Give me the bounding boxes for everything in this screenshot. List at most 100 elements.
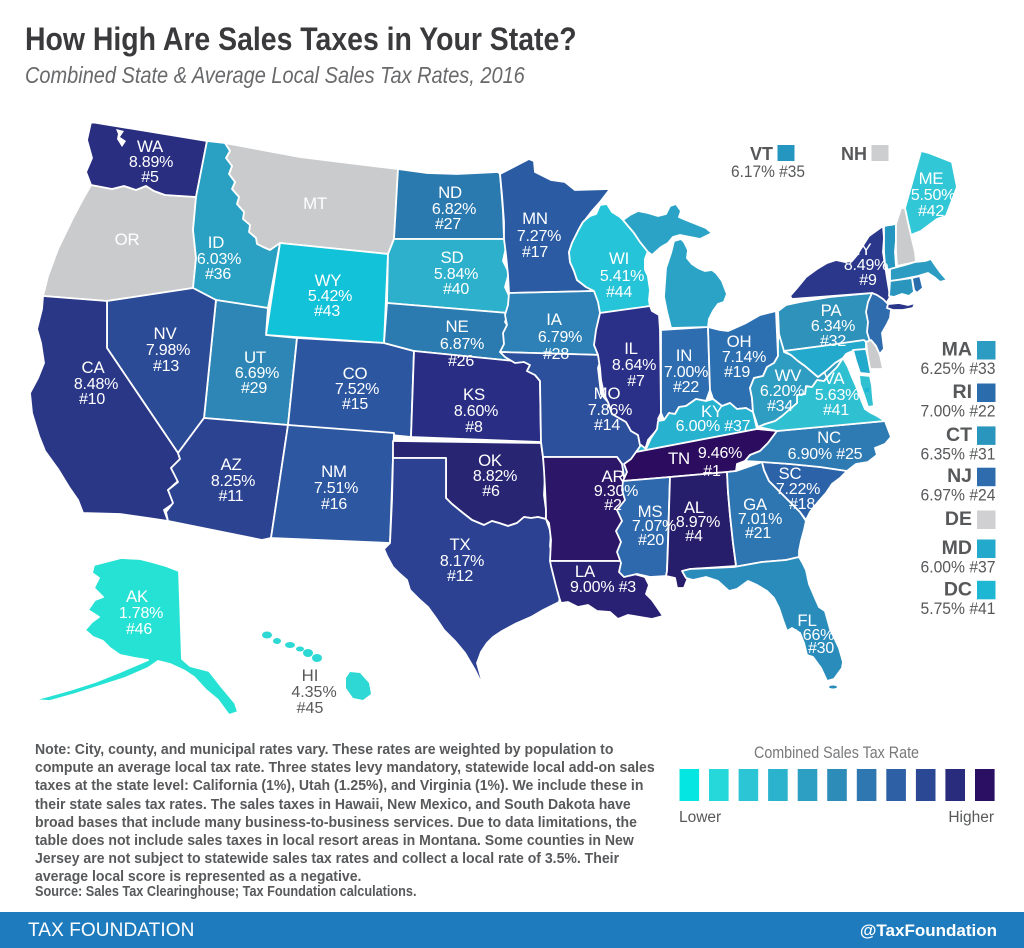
svg-text:7.00% #22: 7.00% #22 (921, 402, 996, 421)
svg-text:Combined Sales Tax Rate: Combined Sales Tax Rate (754, 743, 919, 762)
svg-text:SC: SC (779, 464, 802, 483)
svg-text:7.86%: 7.86% (588, 402, 632, 419)
svg-text:8.97%: 8.97% (676, 514, 720, 531)
svg-text:7.07%: 7.07% (632, 518, 676, 535)
svg-text:OH: OH (727, 332, 752, 351)
svg-text:#18: #18 (789, 496, 815, 513)
svg-text:ND: ND (438, 183, 462, 202)
svg-text:5.41%: 5.41% (600, 268, 644, 285)
svg-text:KY: KY (701, 402, 723, 421)
svg-text:#22: #22 (673, 379, 699, 396)
svg-text:7.52%: 7.52% (335, 381, 379, 398)
svg-text:#34: #34 (767, 398, 793, 415)
svg-text:8.49%: 8.49% (844, 257, 888, 274)
svg-text:#16: #16 (321, 496, 347, 513)
svg-text:7.00%: 7.00% (664, 364, 708, 381)
svg-text:1.78%: 1.78% (119, 605, 163, 622)
svg-text:NV: NV (154, 324, 178, 343)
svg-text:MO: MO (594, 384, 621, 403)
svg-text:4.35%: 4.35% (291, 684, 336, 701)
svg-text:6.69%: 6.69% (235, 365, 279, 382)
svg-text:Higher: Higher (948, 809, 994, 826)
svg-text:#13: #13 (153, 358, 179, 375)
svg-text:#4: #4 (685, 528, 703, 545)
svg-text:#20: #20 (638, 532, 664, 549)
svg-text:8.48%: 8.48% (74, 376, 118, 393)
svg-text:6.00% #37: 6.00% #37 (676, 418, 751, 435)
svg-text:#11: #11 (219, 488, 244, 505)
svg-text:NE: NE (446, 317, 469, 336)
svg-text:6.82%: 6.82% (432, 201, 476, 218)
svg-text:#36: #36 (205, 266, 231, 283)
svg-text:HI: HI (302, 666, 319, 685)
svg-text:6.79%: 6.79% (538, 329, 582, 346)
svg-text:ME: ME (919, 169, 944, 188)
svg-text:6.20%: 6.20% (760, 383, 804, 400)
svg-text:OR: OR (115, 230, 140, 249)
svg-text:#44: #44 (606, 284, 632, 301)
svg-text:VA: VA (824, 369, 846, 388)
svg-text:5.50%: 5.50% (911, 187, 955, 204)
svg-text:CA: CA (82, 358, 106, 377)
svg-text:OK: OK (478, 451, 502, 470)
svg-text:8.89%: 8.89% (129, 154, 173, 171)
svg-text:7.22%: 7.22% (776, 481, 820, 498)
svg-text:6.34%: 6.34% (811, 318, 855, 335)
svg-text:7.98%: 7.98% (146, 342, 190, 359)
svg-text:#8: #8 (465, 419, 483, 436)
svg-text:WI: WI (609, 249, 629, 268)
svg-text:8.25%: 8.25% (211, 473, 255, 490)
svg-text:#45: #45 (297, 700, 324, 717)
svg-text:7.27%: 7.27% (517, 228, 561, 245)
svg-text:5.42%: 5.42% (308, 288, 352, 305)
svg-text:#21: #21 (745, 525, 771, 542)
svg-text:#2: #2 (604, 497, 622, 514)
svg-text:MD: MD (942, 537, 972, 559)
svg-text:#5: #5 (141, 169, 159, 186)
svg-text:6.17% #35: 6.17% #35 (731, 162, 805, 181)
svg-text:6.97% #24: 6.97% #24 (921, 486, 996, 505)
svg-text:#7: #7 (627, 373, 645, 390)
svg-text:FL: FL (797, 611, 816, 630)
svg-text:TN: TN (668, 449, 690, 468)
svg-text:6.90% #25: 6.90% #25 (788, 446, 863, 463)
svg-text:5.75% #41: 5.75% #41 (921, 599, 996, 618)
svg-text:WY: WY (315, 271, 342, 290)
svg-text:#46: #46 (126, 621, 152, 638)
svg-text:#43: #43 (314, 303, 340, 320)
svg-text:#27: #27 (435, 216, 461, 233)
svg-text:7.51%: 7.51% (314, 480, 358, 497)
svg-text:CT: CT (946, 424, 972, 446)
svg-text:KS: KS (463, 385, 485, 404)
svg-text:6.87%: 6.87% (440, 336, 484, 353)
svg-text:NY: NY (849, 240, 872, 259)
svg-text:#17: #17 (522, 244, 548, 261)
svg-text:DE: DE (945, 508, 972, 530)
svg-text:6.00% #37: 6.00% #37 (921, 558, 996, 577)
svg-text:#1: #1 (703, 463, 721, 480)
svg-text:AK: AK (126, 587, 148, 606)
svg-text:IA: IA (546, 310, 562, 329)
svg-text:MS: MS (638, 502, 663, 521)
svg-text:LA: LA (575, 562, 596, 581)
svg-text:AR: AR (602, 467, 625, 486)
svg-text:GA: GA (743, 495, 768, 514)
svg-text:NM: NM (321, 462, 347, 481)
svg-text:#14: #14 (594, 417, 620, 434)
svg-text:TX: TX (449, 535, 470, 554)
svg-text:PA: PA (821, 301, 843, 320)
svg-text:5.84%: 5.84% (434, 266, 478, 283)
svg-text:#15: #15 (342, 396, 368, 413)
svg-text:9.30%: 9.30% (594, 483, 638, 500)
svg-text:IN: IN (676, 346, 692, 365)
svg-text:ID: ID (208, 233, 224, 252)
svg-text:NH: NH (841, 144, 867, 164)
svg-text:6.35% #31: 6.35% #31 (921, 444, 996, 463)
svg-text:#29: #29 (241, 380, 267, 397)
svg-text:7.01%: 7.01% (738, 511, 782, 528)
svg-text:MN: MN (522, 209, 548, 228)
svg-text:#41: #41 (823, 402, 849, 419)
svg-text:#12: #12 (447, 568, 473, 585)
svg-text:#6: #6 (482, 483, 500, 500)
svg-text:8.64%: 8.64% (612, 357, 656, 374)
